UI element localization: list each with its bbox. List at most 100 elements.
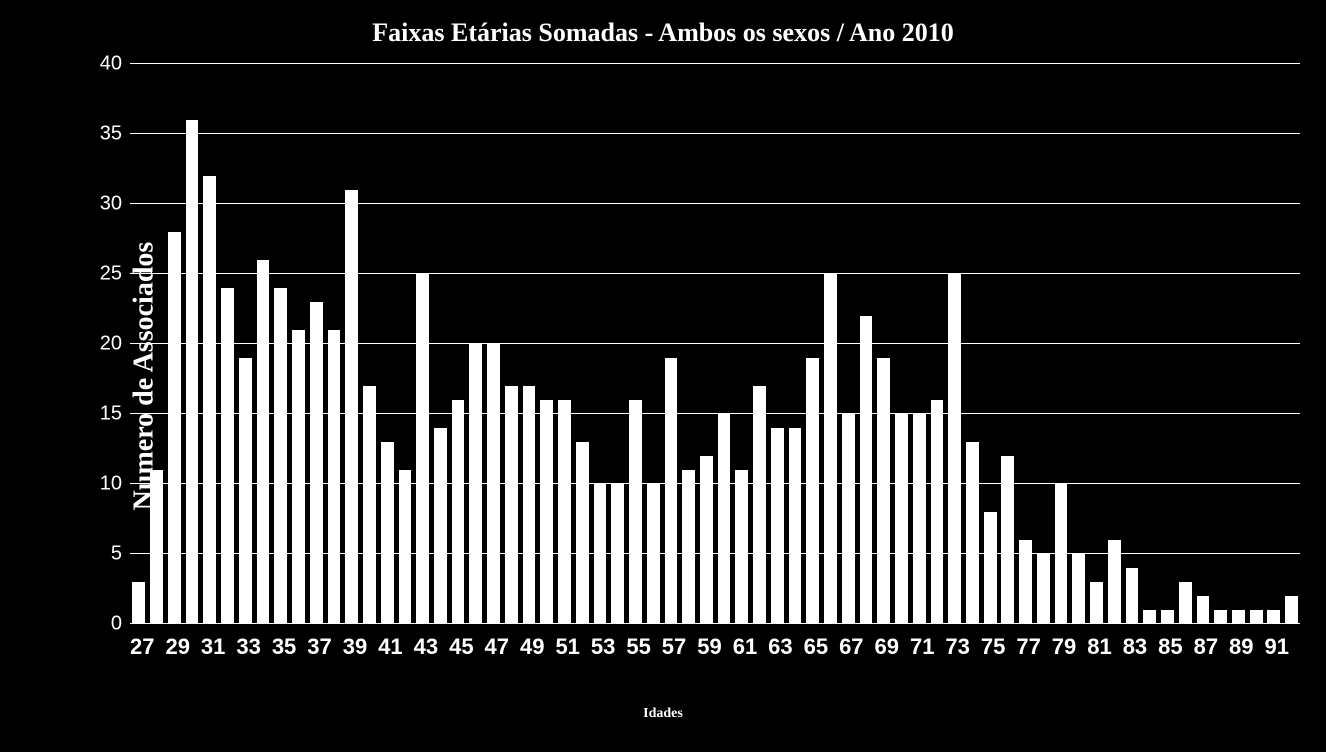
bar — [1090, 582, 1103, 624]
bar-slot — [361, 64, 379, 624]
x-tick-label — [970, 634, 981, 660]
bar-slot — [485, 64, 503, 624]
bar — [1179, 582, 1192, 624]
bar — [487, 344, 500, 624]
bar-slot — [254, 64, 272, 624]
y-tick-label: 40 — [100, 53, 122, 76]
bar-slot — [804, 64, 822, 624]
x-tick-label — [190, 634, 201, 660]
x-tick-label — [296, 634, 307, 660]
bar — [203, 176, 216, 624]
bar-slot — [1212, 64, 1230, 624]
x-tick-label: 87 — [1194, 634, 1218, 660]
bar — [753, 386, 766, 624]
bar — [700, 456, 713, 624]
bar-slot — [910, 64, 928, 624]
x-tick-label — [544, 634, 555, 660]
bar-slot — [698, 64, 716, 624]
bar-slot — [1088, 64, 1106, 624]
bar — [1250, 610, 1263, 624]
bar — [682, 470, 695, 624]
x-tick-label: 73 — [945, 634, 969, 660]
gridline — [130, 273, 1300, 274]
x-tick-label: 59 — [697, 634, 721, 660]
x-tick-label — [1147, 634, 1158, 660]
bar-slot — [130, 64, 148, 624]
x-tick-label — [261, 634, 272, 660]
bar-slot — [964, 64, 982, 624]
bar-slot — [467, 64, 485, 624]
bar-slot — [733, 64, 751, 624]
bar — [806, 358, 819, 624]
bar-slot — [999, 64, 1017, 624]
bar — [913, 414, 926, 624]
bar — [310, 302, 323, 624]
bar-slot — [591, 64, 609, 624]
bar — [877, 358, 890, 624]
bar-slot — [201, 64, 219, 624]
bar — [274, 288, 287, 624]
bar — [434, 428, 447, 624]
bar-slot — [875, 64, 893, 624]
x-tick-label: 63 — [768, 634, 792, 660]
bar — [1267, 610, 1280, 624]
x-tick-label: 33 — [236, 634, 260, 660]
bar-slot — [325, 64, 343, 624]
bar — [735, 470, 748, 624]
bar-slot — [1105, 64, 1123, 624]
y-tick-label: 25 — [100, 263, 122, 286]
bar-slot — [449, 64, 467, 624]
bar-slot — [396, 64, 414, 624]
gridline — [130, 553, 1300, 554]
bar — [1214, 610, 1227, 624]
bar-slot — [502, 64, 520, 624]
bar — [576, 442, 589, 624]
bar — [1232, 610, 1245, 624]
x-tick-label — [686, 634, 697, 660]
x-tick-label: 91 — [1265, 634, 1289, 660]
x-tick-label: 27 — [130, 634, 154, 660]
bar — [771, 428, 784, 624]
bar-slot — [768, 64, 786, 624]
bar-slot — [290, 64, 308, 624]
y-tick-label: 10 — [100, 473, 122, 496]
bar — [221, 288, 234, 624]
bar-slot — [839, 64, 857, 624]
x-tick-label — [474, 634, 485, 660]
bar — [399, 470, 412, 624]
gridline — [130, 483, 1300, 484]
bar — [665, 358, 678, 624]
bar — [1126, 568, 1139, 624]
bar-slot — [644, 64, 662, 624]
x-tick-label — [864, 634, 875, 660]
bar-slot — [556, 64, 574, 624]
bar-slot — [946, 64, 964, 624]
bar-slot — [236, 64, 254, 624]
x-tick-label: 41 — [378, 634, 402, 660]
x-tick-label — [1112, 634, 1123, 660]
bar — [629, 400, 642, 624]
bar — [363, 386, 376, 624]
x-tick-label: 29 — [165, 634, 189, 660]
x-tick-label — [438, 634, 449, 660]
bar-slot — [431, 64, 449, 624]
x-tick-label — [722, 634, 733, 660]
x-tick-label — [1218, 634, 1229, 660]
x-tick-label: 89 — [1229, 634, 1253, 660]
x-axis-label: Idades — [0, 706, 1326, 722]
x-tick-label: 53 — [591, 634, 615, 660]
bar — [345, 190, 358, 624]
bar-slot — [1052, 64, 1070, 624]
bar-slot — [378, 64, 396, 624]
x-tick-label: 45 — [449, 634, 473, 660]
x-tick-label: 69 — [875, 634, 899, 660]
bar-slot — [343, 64, 361, 624]
bar-slot — [1123, 64, 1141, 624]
bar — [1143, 610, 1156, 624]
x-tick-label — [1005, 634, 1016, 660]
x-tick-label: 79 — [1052, 634, 1076, 660]
bar-slot — [893, 64, 911, 624]
x-tick-label: 51 — [555, 634, 579, 660]
gridline — [130, 343, 1300, 344]
x-tick-label: 35 — [272, 634, 296, 660]
